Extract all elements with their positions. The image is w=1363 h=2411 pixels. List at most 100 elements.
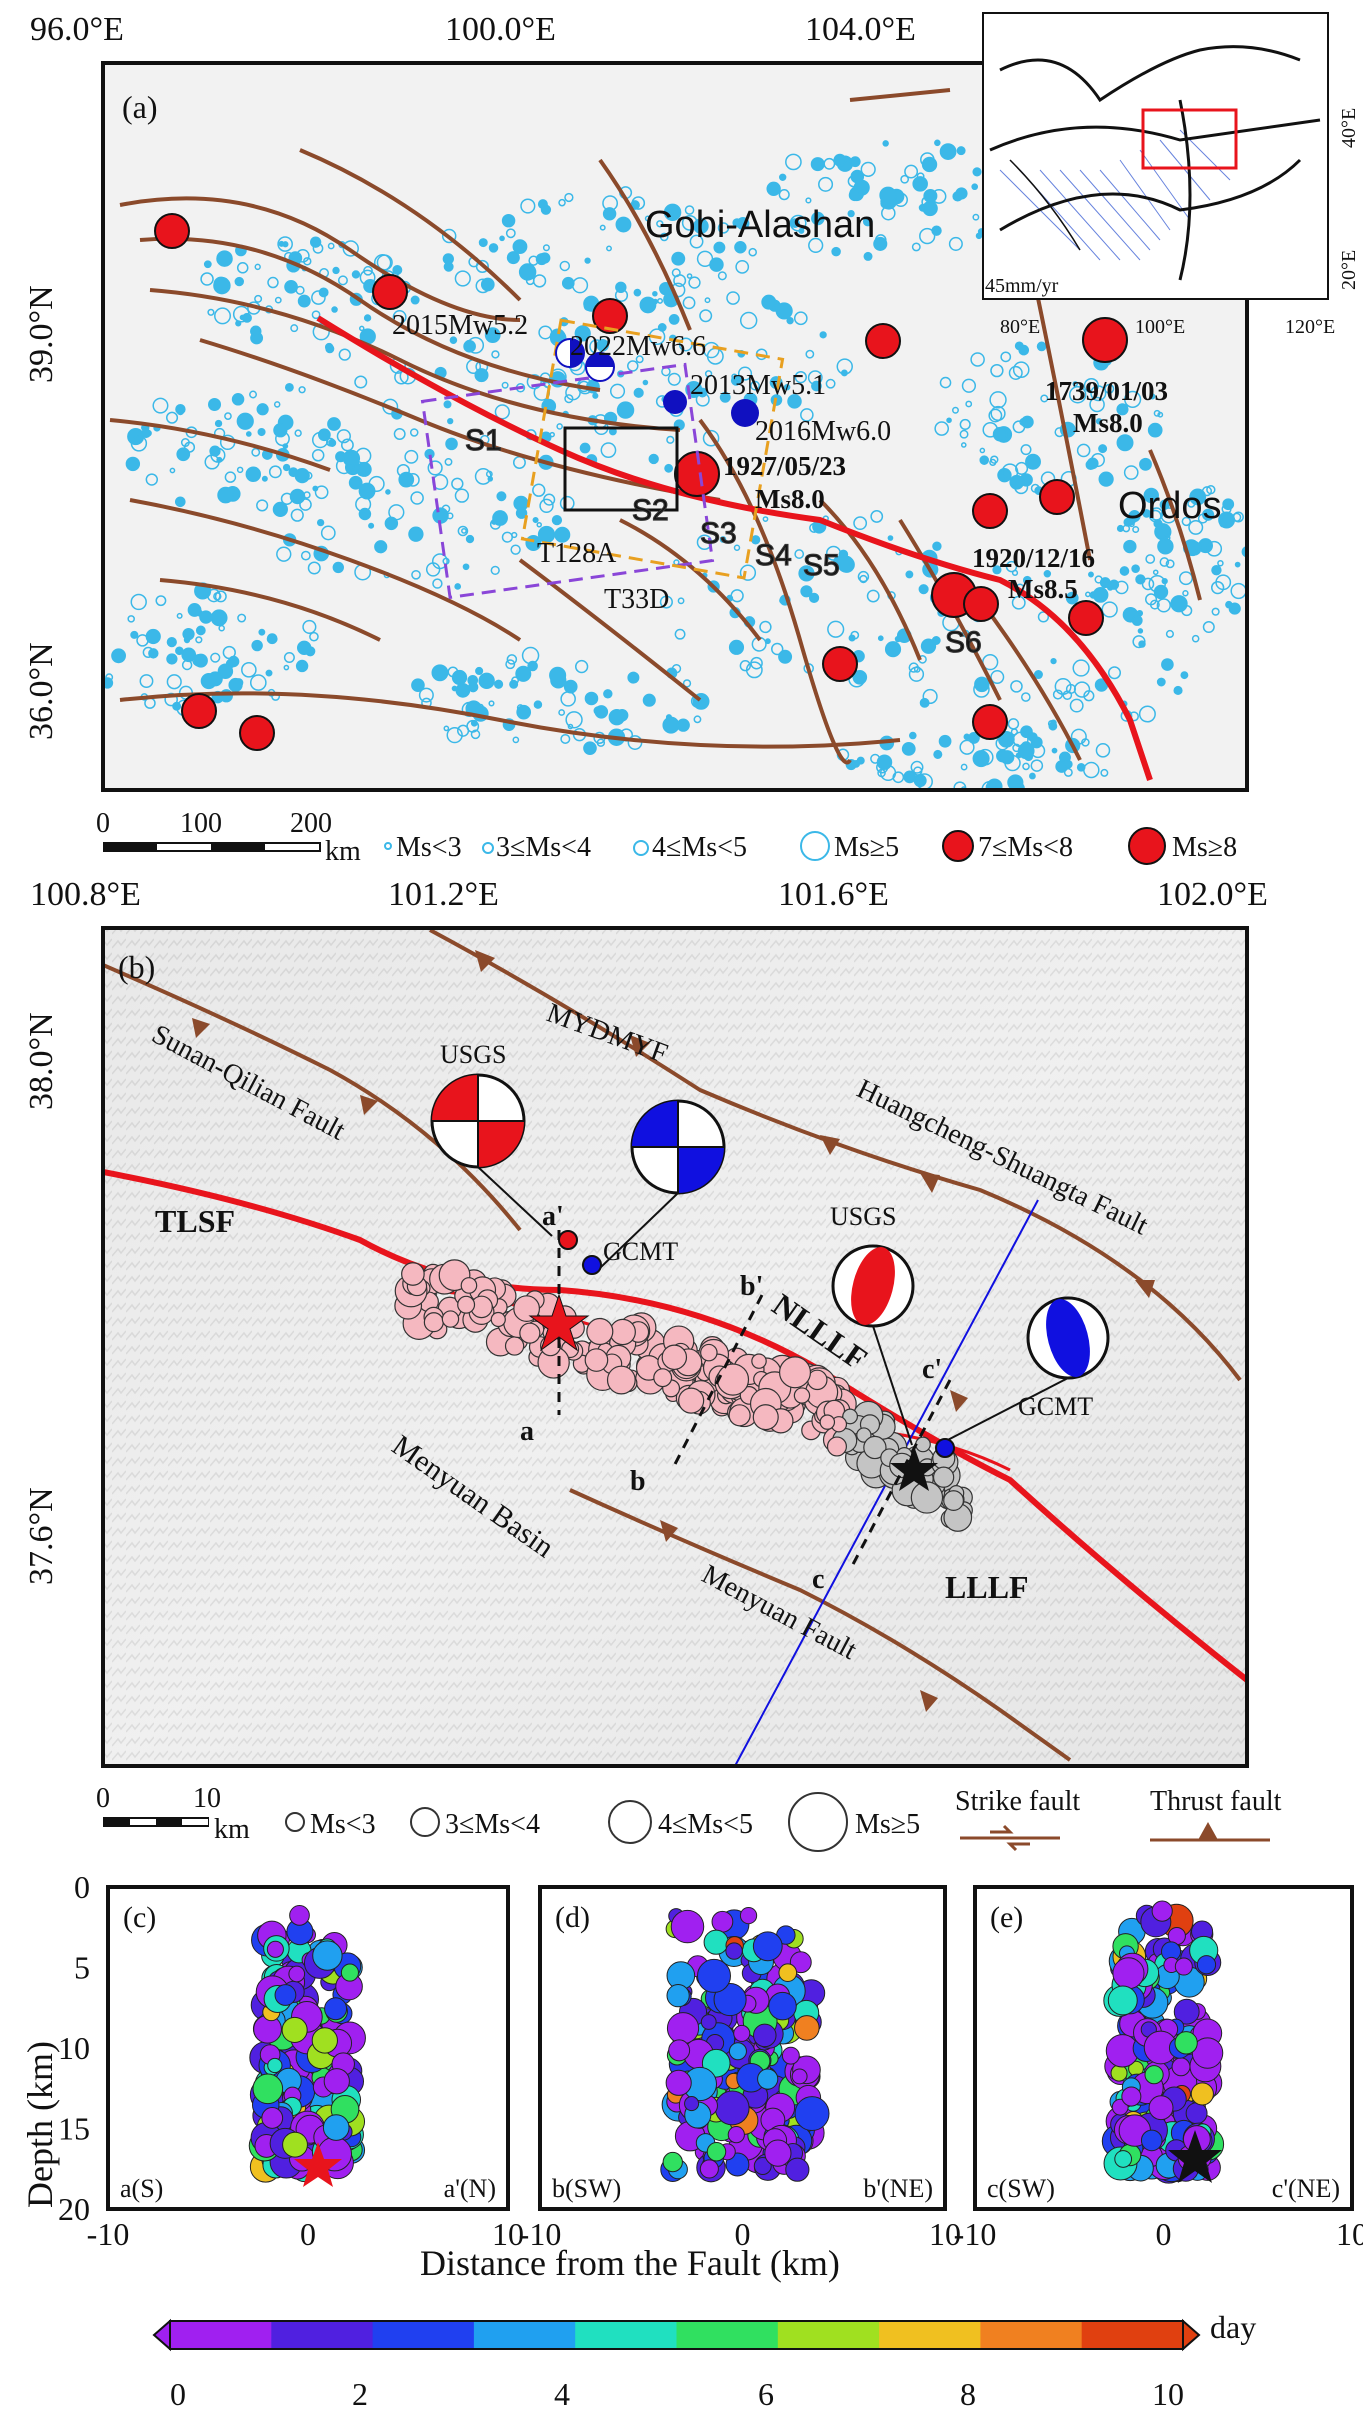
seismic-event bbox=[311, 290, 326, 305]
seismic-event bbox=[1149, 509, 1162, 523]
seismic-event bbox=[337, 275, 348, 286]
seismic-event bbox=[1022, 762, 1030, 771]
seismic-event bbox=[176, 447, 191, 462]
seismic-event bbox=[689, 234, 704, 249]
seismic-event bbox=[603, 689, 613, 699]
seismic-event bbox=[257, 427, 266, 437]
seismic-event bbox=[973, 681, 990, 698]
seismic-event bbox=[525, 276, 535, 286]
seismic-event bbox=[965, 400, 973, 408]
seismic-event bbox=[1000, 750, 1015, 765]
seismic-event bbox=[505, 228, 516, 239]
seismic-event bbox=[290, 324, 299, 333]
seismic-event bbox=[561, 276, 575, 290]
seismic-event bbox=[635, 355, 644, 364]
seismic-event bbox=[592, 392, 599, 399]
seismic-event bbox=[277, 236, 293, 252]
aftershock bbox=[910, 1481, 944, 1514]
seismic-event bbox=[470, 719, 478, 727]
seismic-event bbox=[251, 447, 261, 457]
seismic-event bbox=[717, 222, 730, 234]
aftershock bbox=[863, 1435, 887, 1460]
profile-event bbox=[711, 1910, 734, 1933]
profile-y-tick: 15 bbox=[58, 2111, 90, 2147]
seismic-event bbox=[241, 662, 257, 678]
seismic-event bbox=[470, 729, 481, 740]
profile-x-tick: -10 bbox=[519, 2216, 562, 2252]
seismic-event bbox=[311, 310, 321, 320]
seismic-event bbox=[931, 225, 942, 236]
seismic-event bbox=[235, 320, 242, 327]
seismic-event bbox=[103, 677, 114, 689]
historic-mag: Ms8.0 bbox=[755, 484, 825, 514]
seismic-event bbox=[447, 417, 454, 425]
seismic-event bbox=[236, 412, 254, 430]
seismic-event bbox=[1011, 595, 1026, 610]
seismic-event bbox=[713, 241, 726, 254]
seismic-event bbox=[245, 466, 262, 482]
seismic-event bbox=[919, 697, 930, 708]
segment-label: S1 bbox=[465, 424, 502, 457]
svg-text:8: 8 bbox=[960, 2376, 976, 2411]
seismic-event bbox=[600, 442, 617, 459]
profiles-xlabel: Distance from the Fault (km) bbox=[420, 2243, 840, 2283]
seismic-event bbox=[1065, 591, 1079, 605]
profile-event bbox=[324, 1997, 348, 2021]
seismic-event bbox=[833, 153, 847, 167]
panel-a-x-tick: 96.0°E bbox=[30, 11, 124, 48]
seismic-event bbox=[549, 666, 567, 684]
seismic-event bbox=[877, 635, 884, 642]
event-label: 2022Mw6.6 bbox=[570, 331, 706, 362]
seismic-event bbox=[596, 338, 609, 352]
seismic-event bbox=[1086, 457, 1099, 470]
aftershock bbox=[519, 1322, 541, 1344]
seismic-event bbox=[455, 682, 471, 698]
historic-date: 1920/12/16 bbox=[972, 543, 1095, 573]
seismic-event bbox=[475, 278, 491, 294]
seismic-event bbox=[454, 488, 470, 503]
profile-panel-label: (d) bbox=[555, 1901, 590, 1934]
seismic-event bbox=[959, 739, 975, 755]
seismic-event bbox=[933, 749, 943, 759]
profile-event bbox=[753, 2157, 772, 2175]
svg-text:10: 10 bbox=[193, 1783, 221, 1814]
seismic-event bbox=[89, 655, 101, 667]
svg-text:4: 4 bbox=[554, 2376, 570, 2411]
seismic-event bbox=[879, 186, 897, 204]
panel-b-y-tick: 37.6°N bbox=[23, 1487, 60, 1585]
seismic-event bbox=[224, 412, 232, 420]
seismic-event bbox=[249, 674, 267, 691]
seismic-event bbox=[130, 630, 139, 639]
seismic-event bbox=[775, 302, 793, 320]
seismic-event bbox=[913, 774, 927, 788]
seismic-event bbox=[1017, 742, 1035, 760]
seismic-event bbox=[464, 339, 474, 349]
seismic-event bbox=[467, 681, 479, 693]
seismic-event bbox=[730, 375, 742, 386]
seismic-event bbox=[988, 408, 1003, 423]
seismic-event bbox=[540, 204, 552, 215]
seismic-event bbox=[234, 276, 245, 287]
seismic-event bbox=[1095, 743, 1111, 758]
profile-event bbox=[684, 2096, 700, 2112]
seismic-event bbox=[491, 350, 500, 359]
seismic-event bbox=[1123, 465, 1139, 480]
seismic-event bbox=[709, 257, 724, 272]
region-ordos: Ordos bbox=[1118, 485, 1221, 527]
profile-event bbox=[665, 2069, 692, 2096]
seismic-event bbox=[1029, 772, 1036, 780]
seismic-event bbox=[282, 463, 291, 472]
profile-event bbox=[1114, 2150, 1133, 2168]
profile-event bbox=[1144, 2065, 1164, 2085]
seismic-event bbox=[199, 610, 213, 624]
profile-event bbox=[340, 1963, 359, 1982]
profile-event bbox=[733, 2024, 751, 2042]
seismic-event bbox=[558, 709, 566, 716]
seismic-event bbox=[1197, 513, 1208, 524]
seismic-event bbox=[480, 277, 495, 292]
seismic-event bbox=[811, 211, 825, 226]
historic-date: 1927/05/23 bbox=[723, 451, 846, 481]
seismic-event bbox=[125, 456, 141, 472]
seismic-event bbox=[697, 387, 708, 398]
seismic-event bbox=[509, 679, 519, 689]
